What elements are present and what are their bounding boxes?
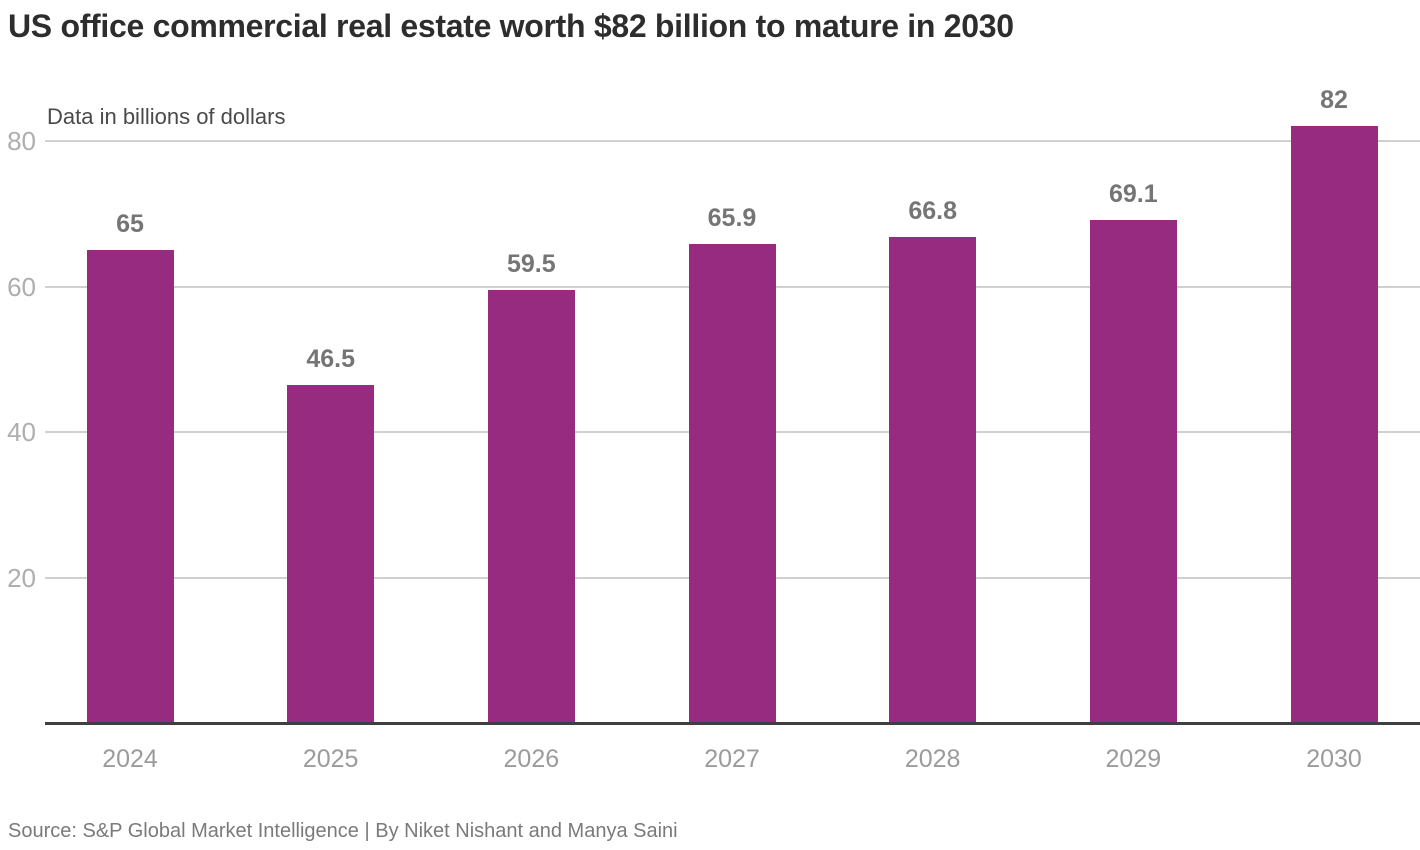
value-label-2024: 65 [116, 210, 144, 239]
bar-2026 [487, 290, 575, 723]
source-attribution: Source: S&P Global Market Intelligence |… [8, 820, 678, 842]
value-label-2028: 66.8 [908, 197, 957, 226]
x-tick-label-2024: 2024 [102, 745, 158, 773]
chart-title: US office commercial real estate worth $… [8, 8, 1014, 44]
y-tick-label-40: 40 [7, 417, 36, 447]
bar-2027 [688, 243, 776, 723]
value-label-2030: 82 [1320, 86, 1348, 115]
gridline-80 [45, 140, 1420, 142]
x-tick-label-2026: 2026 [503, 745, 560, 773]
value-label-2025: 46.5 [306, 344, 355, 373]
bar-2025 [287, 384, 375, 723]
y-tick-label-20: 20 [7, 562, 36, 593]
x-tick-label-2027: 2027 [704, 745, 760, 773]
x-tick-label-2028: 2028 [904, 745, 961, 773]
chart-subtitle: Data in billions of dollars [47, 104, 286, 129]
bar-2024 [86, 250, 174, 723]
bar-2029 [1089, 220, 1177, 723]
value-label-2027: 65.9 [707, 203, 757, 232]
bar-2028 [889, 237, 977, 723]
x-tick-label-2030: 2030 [1306, 745, 1362, 773]
bar-2030 [1290, 126, 1378, 723]
y-tick-label-60: 60 [7, 271, 36, 302]
value-label-2026: 59.5 [506, 250, 556, 279]
y-tick-label-80: 80 [7, 126, 36, 156]
value-label-2029: 69.1 [1108, 180, 1158, 209]
x-axis-line [45, 722, 1420, 725]
x-tick-label-2025: 2025 [302, 745, 359, 773]
x-tick-label-2029: 2029 [1105, 745, 1162, 773]
